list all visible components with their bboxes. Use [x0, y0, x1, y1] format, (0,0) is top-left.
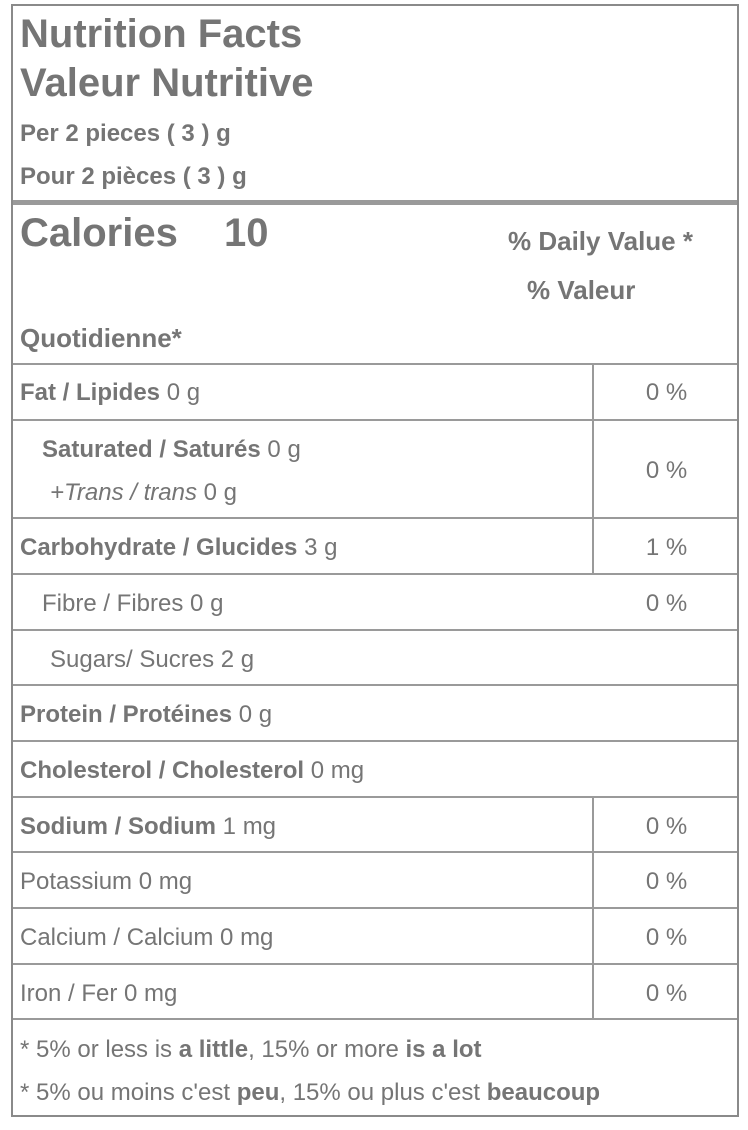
sodium-label: Sodium / Sodium — [20, 813, 216, 840]
footnote-en-lot: is a lot — [405, 1036, 482, 1063]
footnote-french: * 5% ou moins c'est peu, 15% ou plus c'e… — [20, 1079, 600, 1107]
cholesterol-row: Cholesterol / Cholesterol 0 mg — [20, 757, 364, 785]
daily-value-heading: % Daily Value * — [508, 226, 693, 256]
title-english: Nutrition Facts — [20, 12, 303, 56]
fat-dv: 0 % — [645, 379, 688, 406]
protein-row: Protein / Protéines 0 g — [20, 701, 272, 729]
carbohydrate-row: Carbohydrate / Glucides 3 g — [20, 534, 337, 562]
trans-row: +Trans / trans 0 g — [50, 479, 237, 507]
potassium-label: Potassium — [20, 868, 133, 895]
column-divider — [592, 363, 594, 575]
footnote-fr-mid: , 15% ou plus c'est — [279, 1079, 481, 1106]
saturated-label: Saturated / Saturés — [42, 436, 261, 463]
row-divider — [13, 517, 737, 519]
row-divider — [13, 573, 737, 575]
row-divider — [13, 740, 737, 742]
serving-size-english: Per 2 pieces ( 3 ) g — [20, 120, 231, 147]
sodium-dv: 0 % — [645, 813, 688, 840]
carbohydrate-label: Carbohydrate / Glucides — [20, 534, 298, 561]
row-divider — [13, 419, 737, 421]
sugars-row: Sugars/ Sucres 2 g — [50, 646, 254, 674]
fibre-label: Fibre / Fibres — [42, 590, 184, 617]
protein-label: Protein / Protéines — [20, 701, 233, 728]
cholesterol-amount: 0 mg — [310, 757, 365, 784]
trans-amount: 0 g — [203, 479, 237, 506]
row-divider — [13, 1018, 737, 1020]
row-divider — [13, 907, 737, 909]
row-divider — [13, 363, 737, 365]
footnote-en-prefix: * 5% or less is — [20, 1036, 173, 1063]
calcium-row: Calcium / Calcium 0 mg — [20, 924, 273, 952]
fat-amount: 0 g — [166, 379, 201, 406]
serving-size-french: Pour 2 pièces ( 3 ) g — [20, 163, 247, 190]
column-divider — [592, 796, 594, 1020]
fibre-amount: 0 g — [190, 590, 224, 617]
calcium-dv: 0 % — [645, 924, 688, 951]
fat-row: Fat / Lipides 0 g — [20, 379, 200, 407]
footnote-en-mid: , 15% or more — [248, 1036, 399, 1063]
iron-dv: 0 % — [645, 980, 688, 1007]
fat-label: Fat / Lipides — [20, 379, 161, 406]
iron-amount: 0 mg — [124, 980, 178, 1007]
calories-value: 10 — [224, 211, 269, 255]
fibre-row: Fibre / Fibres 0 g — [42, 590, 223, 618]
cholesterol-label: Cholesterol / Cholesterol — [20, 757, 305, 784]
row-divider — [13, 796, 737, 798]
potassium-amount: 0 mg — [138, 868, 193, 895]
trans-label: +Trans / trans — [50, 479, 197, 506]
calcium-amount: 0 mg — [220, 924, 274, 951]
sugars-amount: 2 g — [220, 646, 255, 673]
footnote-en-little: a little — [178, 1036, 249, 1063]
footnote-fr-peu: peu — [236, 1079, 280, 1106]
calories-label: Calories — [20, 211, 178, 255]
quotidienne-heading: Quotidienne* — [20, 323, 182, 353]
carbohydrate-amount: 3 g — [304, 534, 338, 561]
nutrition-facts-label: Nutrition Facts Valeur Nutritive Per 2 p… — [11, 4, 739, 1117]
row-divider — [13, 684, 737, 686]
sodium-amount: 1 mg — [222, 813, 277, 840]
row-divider — [13, 963, 737, 965]
saturated-amount: 0 g — [267, 436, 301, 463]
row-divider — [13, 629, 737, 631]
iron-row: Iron / Fer 0 mg — [20, 980, 177, 1008]
iron-label: Iron / Fer — [20, 980, 118, 1007]
footnote-fr-beaucoup: beaucoup — [486, 1079, 601, 1106]
sodium-row: Sodium / Sodium 1 mg — [20, 813, 276, 841]
calcium-label: Calcium / Calcium — [20, 924, 214, 951]
protein-amount: 0 g — [238, 701, 273, 728]
thick-divider — [13, 200, 737, 205]
sugars-label: Sugars/ Sucres — [50, 646, 215, 673]
fibre-dv: 0 % — [645, 590, 688, 617]
potassium-dv: 0 % — [645, 868, 688, 895]
carbohydrate-dv: 1 % — [645, 534, 688, 561]
saturated-row: Saturated / Saturés 0 g — [42, 436, 301, 464]
title-french: Valeur Nutritive — [20, 61, 314, 105]
row-divider — [13, 851, 737, 853]
footnote-fr-prefix: * 5% ou moins c'est — [20, 1079, 231, 1106]
saturated-trans-dv: 0 % — [645, 457, 688, 484]
footnote-english: * 5% or less is a little, 15% or more is… — [20, 1036, 482, 1064]
potassium-row: Potassium 0 mg — [20, 868, 192, 896]
valeur-heading: % Valeur — [527, 275, 636, 305]
